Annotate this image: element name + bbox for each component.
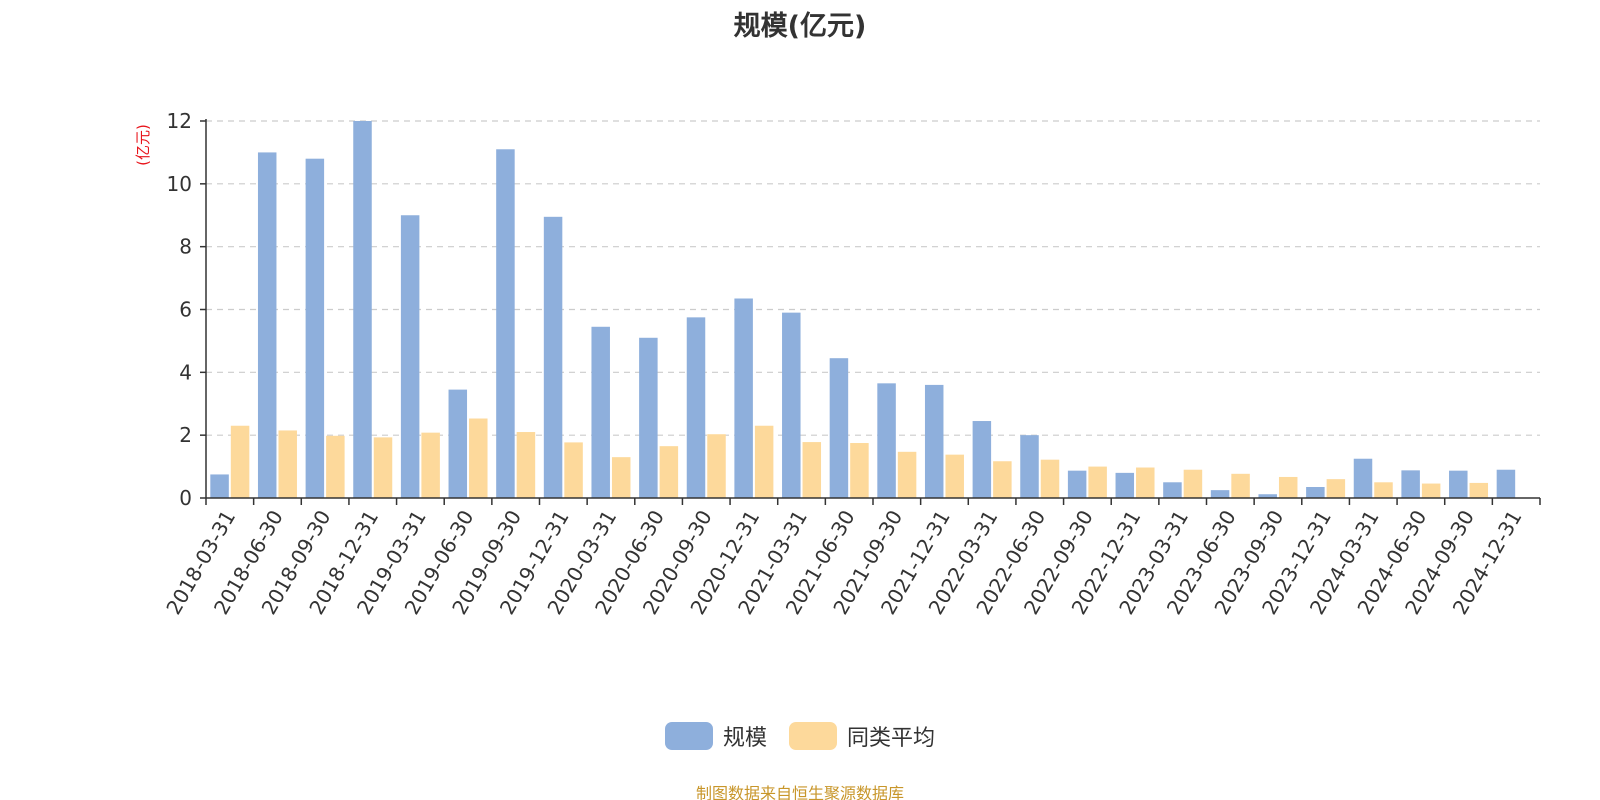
bar-peer-average: [516, 432, 536, 498]
bar-peer-average: [373, 437, 393, 498]
bar-peer-average: [1374, 482, 1393, 498]
bar-scale: [448, 389, 468, 498]
bar-peer-average: [850, 443, 869, 498]
legend-swatch-peer-average: [789, 722, 837, 750]
bar-scale: [829, 358, 849, 498]
bar-peer-average: [326, 435, 345, 498]
bar-peer-average: [1040, 459, 1060, 498]
y-tick-label: 10: [167, 172, 192, 196]
bar-peer-average: [230, 425, 250, 498]
bar-peer-average: [564, 442, 583, 498]
bar-peer-average: [945, 454, 964, 498]
bar-scale: [353, 121, 372, 498]
bar-scale: [591, 326, 610, 498]
bar-peer-average: [897, 451, 917, 498]
legend-label-peer-average: 同类平均: [847, 726, 936, 751]
bar-peer-average: [993, 461, 1012, 498]
legend-label-scale: 规模: [722, 726, 767, 751]
bars: [210, 121, 1516, 498]
legend-item-scale[interactable]: 规模: [664, 720, 767, 752]
bar-scale: [734, 298, 753, 498]
bar-peer-average: [278, 430, 297, 498]
bar-peer-average: [1421, 483, 1441, 498]
bar-scale: [210, 474, 229, 498]
bar-scale: [1496, 469, 1516, 498]
bar-scale: [877, 383, 896, 498]
bar-scale: [1020, 435, 1039, 498]
bar-peer-average: [1278, 476, 1298, 498]
bar-scale: [400, 215, 420, 498]
legend-item-peer-average[interactable]: 同类平均: [789, 720, 935, 752]
y-tick-label: 0: [179, 486, 192, 510]
bar-scale: [305, 158, 325, 498]
bar-scale: [924, 384, 944, 498]
bar-peer-average: [754, 425, 774, 498]
chart-title: 规模(亿元): [733, 11, 867, 42]
y-tick-label: 12: [167, 109, 192, 133]
bar-scale: [639, 337, 658, 498]
bar-peer-average: [1231, 473, 1250, 498]
legend-swatch-scale: [664, 722, 713, 750]
bar-peer-average: [659, 446, 679, 498]
bar-peer-average: [611, 457, 631, 498]
bar-scale: [496, 149, 515, 498]
bar-peer-average: [1183, 469, 1203, 498]
bar-scale: [543, 216, 563, 498]
bar-scale: [1210, 490, 1230, 498]
y-tick-label: 4: [179, 360, 192, 384]
y-tick-label: 2: [179, 423, 192, 447]
y-tick-label: 6: [179, 298, 192, 322]
bar-peer-average: [421, 432, 440, 498]
bar-peer-average: [1326, 479, 1346, 498]
bar-scale: [1163, 482, 1182, 498]
y-axis-label: (亿元): [134, 124, 152, 166]
bar-scale: [686, 317, 706, 498]
bar-peer-average: [1136, 467, 1155, 498]
bar-peer-average: [802, 442, 822, 498]
bar-scale: [782, 312, 801, 498]
legend: 规模 同类平均: [0, 720, 1600, 752]
bar-scale: [1401, 470, 1420, 498]
bar-scale: [257, 152, 277, 498]
bar-peer-average: [1469, 482, 1489, 498]
bar-scale: [1067, 470, 1087, 498]
bar-scale: [1306, 487, 1325, 498]
bar-peer-average: [1088, 466, 1107, 498]
bar-scale: [1353, 458, 1373, 498]
bar-scale: [1449, 470, 1468, 498]
bar-peer-average: [469, 418, 488, 498]
bar-peer-average: [707, 434, 726, 498]
bar-scale: [1115, 472, 1135, 498]
data-source-note: 制图数据来自恒生聚源数据库: [695, 784, 904, 800]
bar-scale: [972, 421, 992, 498]
bar-scale: [1258, 494, 1277, 498]
y-tick-label: 8: [179, 235, 192, 259]
